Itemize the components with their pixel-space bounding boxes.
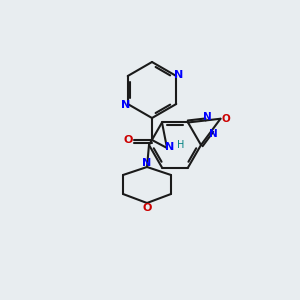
Text: N: N (209, 129, 218, 139)
Text: N: N (203, 112, 212, 122)
Text: O: O (221, 114, 230, 124)
Text: N: N (142, 158, 152, 168)
Text: O: O (123, 135, 133, 145)
Text: N: N (165, 142, 175, 152)
Text: O: O (142, 203, 152, 213)
Text: N: N (121, 100, 130, 110)
Text: H: H (177, 140, 185, 150)
Text: N: N (174, 70, 183, 80)
